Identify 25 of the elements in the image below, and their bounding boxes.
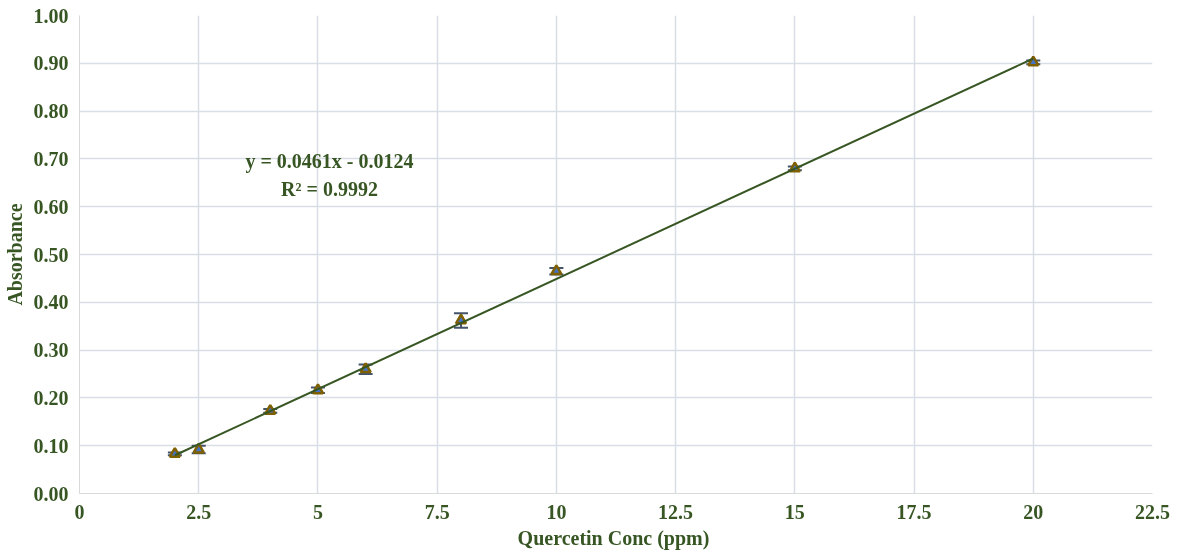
x-tick-label: 15 xyxy=(784,500,805,523)
y-tick-label: 0.30 xyxy=(33,339,69,362)
y-axis-title: Absorbance xyxy=(3,203,26,306)
annotation: y = 0.0461x - 0.0124 xyxy=(245,149,414,173)
y-tick-label: 1.00 xyxy=(33,4,69,27)
y-tick-label: 0.20 xyxy=(33,386,69,409)
y-tick-label: 0.00 xyxy=(33,482,69,505)
y-tick-label: 0.60 xyxy=(33,195,69,218)
y-tick-label: 0.90 xyxy=(33,52,69,75)
x-axis-title: Quercetin Conc (ppm) xyxy=(517,526,710,550)
x-tick-label: 12.5 xyxy=(658,500,694,523)
x-tick-label: 0 xyxy=(74,500,85,523)
annotation: R² = 0.9992 xyxy=(281,177,378,200)
x-tick-label: 2.5 xyxy=(186,500,212,523)
y-tick-label: 0.70 xyxy=(33,147,69,170)
y-tick-label: 0.50 xyxy=(33,243,69,266)
y-tick-label: 0.80 xyxy=(33,100,69,123)
x-tick-label: 7.5 xyxy=(424,500,450,523)
x-tick-label: 22.5 xyxy=(1135,500,1170,523)
y-tick-label: 0.40 xyxy=(33,291,69,314)
x-tick-label: 17.5 xyxy=(896,500,932,523)
x-tick-label: 20 xyxy=(1023,500,1044,523)
y-tick-label: 0.10 xyxy=(33,434,69,457)
x-tick-label: 5 xyxy=(312,500,323,523)
x-tick-label: 10 xyxy=(546,500,567,523)
